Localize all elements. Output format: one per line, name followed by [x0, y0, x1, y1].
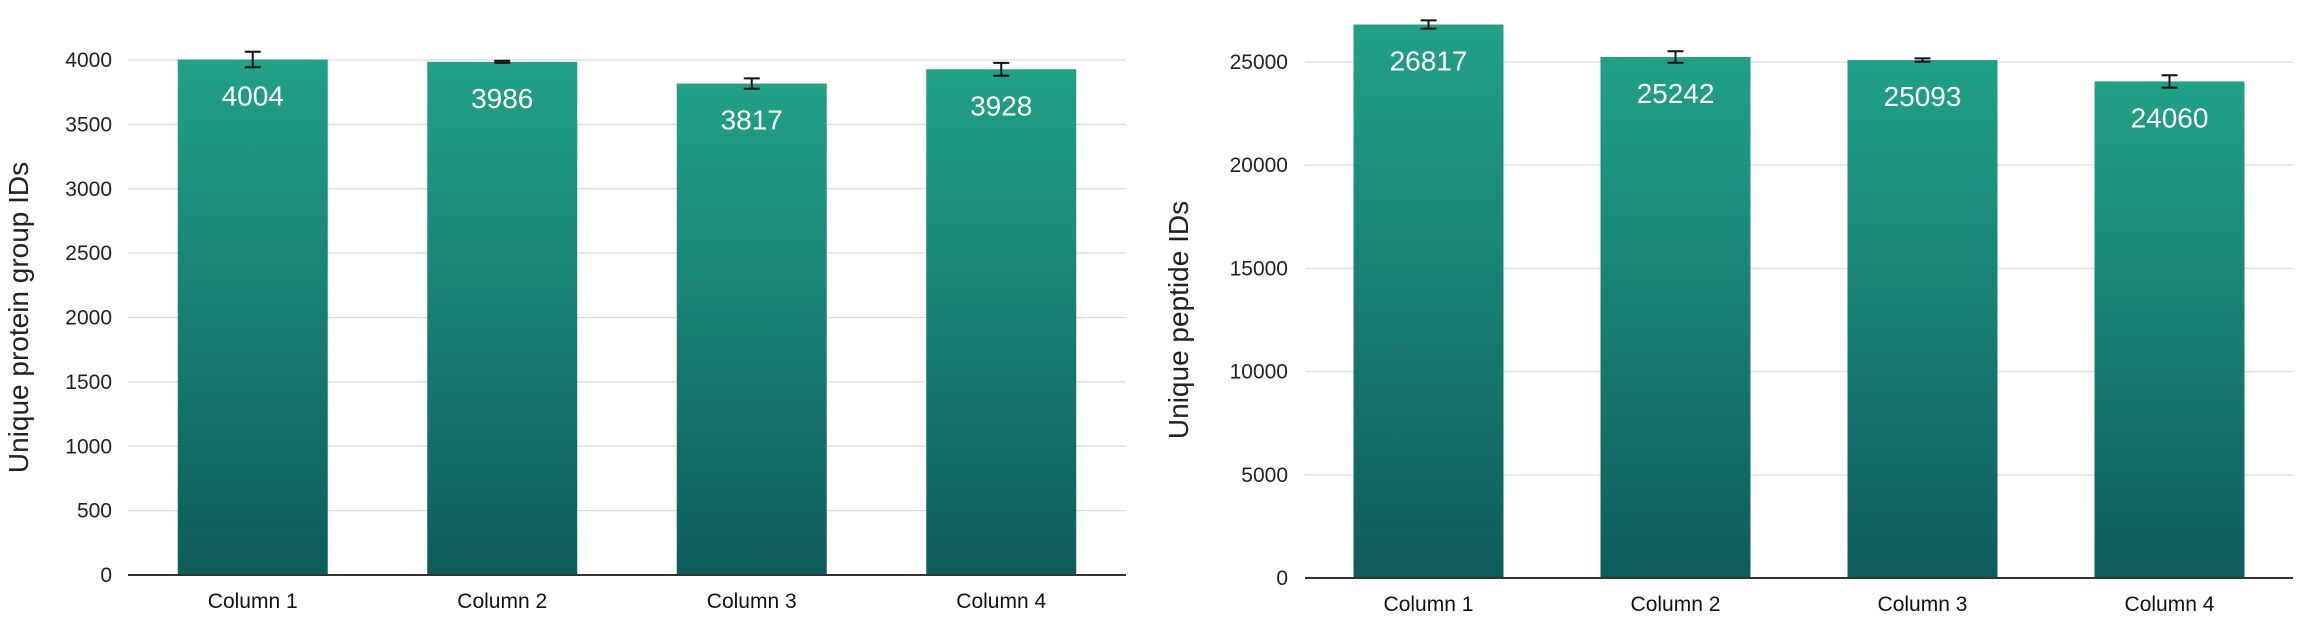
error-bar [2161, 74, 2178, 89]
y-tick-label: 2500 [65, 242, 112, 265]
y-tick-label: 0 [1276, 567, 1288, 590]
error-bar [244, 50, 261, 69]
y-tick-label: 15000 [1230, 257, 1288, 280]
y-tick-label: 4000 [65, 49, 112, 72]
bar-data-label: 25093 [1884, 81, 1962, 112]
x-category-label: Column 3 [707, 590, 797, 613]
bar [177, 59, 328, 576]
x-category-label: Column 4 [2125, 593, 2215, 616]
x-category-label: Column 2 [1631, 593, 1721, 616]
y-tick-label: 5000 [1241, 464, 1288, 487]
bar [1847, 60, 1998, 578]
x-category-label: Column 4 [956, 590, 1046, 613]
bar-data-label: 4004 [222, 80, 284, 111]
y-tick-label: 500 [77, 500, 112, 523]
error-bar [1914, 57, 1931, 63]
error-bar [993, 61, 1010, 77]
x-category-label: Column 1 [208, 590, 298, 613]
error-bar [1667, 50, 1684, 64]
y-tick-label: 25000 [1230, 51, 1288, 74]
y-tick-label: 2000 [65, 307, 112, 330]
bar [676, 83, 827, 575]
x-category-label: Column 1 [1384, 593, 1474, 616]
bar [427, 61, 578, 576]
bar-data-label: 3817 [721, 105, 783, 136]
protein-group-chart-svg: 0 500 1000 1500 2000 2500 3000 3500 4000 Unique p… [3, 49, 1126, 613]
y-tick-label: 1000 [65, 435, 112, 458]
y-axis-label: Unique protein group IDs [3, 162, 34, 473]
x-category-label: Column 3 [1878, 593, 1968, 616]
x-category-label: Column 2 [457, 590, 547, 613]
bar-data-label: 25242 [1637, 78, 1715, 109]
error-bar [1420, 19, 1437, 30]
protein-group-chart: 0 500 1000 1500 2000 2500 3000 3500 4000 Unique p… [3, 49, 1126, 613]
y-tick-label: 20000 [1230, 154, 1288, 177]
bar-data-label: 26817 [1390, 45, 1468, 76]
bar [926, 69, 1077, 576]
bar-data-label: 3986 [471, 83, 533, 114]
bar-data-label: 24060 [2131, 102, 2209, 133]
bar-data-label: 3928 [970, 90, 1032, 121]
y-tick-label: 3000 [65, 178, 112, 201]
y-tick-label: 3500 [65, 113, 112, 136]
y-tick-label: 1500 [65, 371, 112, 394]
error-bar [494, 59, 511, 64]
error-bar [743, 77, 760, 90]
y-axis-label: Unique peptide IDs [1163, 201, 1194, 439]
peptide-chart: 0 5000 10000 15000 20000 25000 Unique peptide … [1153, 0, 2306, 617]
bar [1600, 57, 1751, 578]
y-tick-label: 10000 [1230, 361, 1288, 384]
peptide-chart-svg: 0 5000 10000 15000 20000 25000 Unique peptide … [1163, 19, 2293, 616]
bar [2094, 81, 2245, 578]
y-tick-label: 0 [100, 564, 112, 587]
bar [1353, 24, 1504, 578]
